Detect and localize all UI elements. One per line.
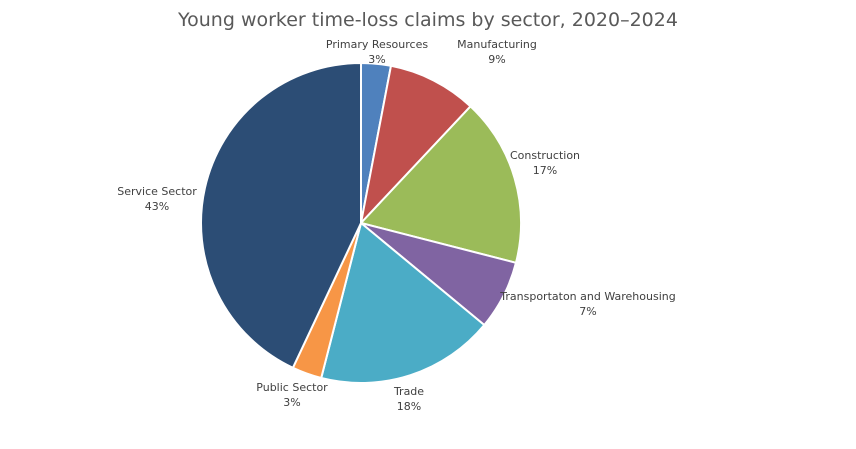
label-pct: 9% — [488, 53, 506, 66]
label-primary-resources: Primary Resources 3% — [326, 37, 428, 67]
label-public-sector: Public Sector 3% — [256, 380, 327, 410]
label-service-sector: Service Sector 43% — [117, 184, 197, 214]
label-pct: 17% — [532, 164, 558, 177]
label-name: Trade — [393, 385, 425, 398]
label-name: Service Sector — [117, 185, 197, 198]
label-name: Construction — [509, 149, 581, 162]
label-name: Public Sector — [256, 381, 328, 394]
label-name: Transportaton and Warehousing — [500, 290, 676, 303]
label-transportation: Transportaton and Warehousing 7% — [500, 289, 675, 319]
label-name: Primary Resources — [325, 38, 429, 51]
pie-slice-construction — [360, 105, 522, 264]
label-name: Manufacturing — [457, 38, 537, 51]
label-pct: 7% — [579, 305, 597, 318]
label-pct: 3% — [368, 53, 386, 66]
label-pct: 3% — [283, 396, 301, 409]
label-construction: Construction 17% — [510, 148, 580, 178]
chart-title: Young worker time-loss claims by sector,… — [178, 9, 678, 31]
label-pct: 43% — [144, 200, 170, 213]
label-pct: 18% — [396, 400, 422, 413]
pie-slice-manufacturing — [360, 64, 472, 224]
label-manufacturing: Manufacturing 9% — [457, 37, 537, 67]
pie-slice-service-sector — [200, 62, 362, 369]
label-trade: Trade 18% — [394, 384, 424, 414]
pie-slice-trade — [320, 222, 486, 384]
